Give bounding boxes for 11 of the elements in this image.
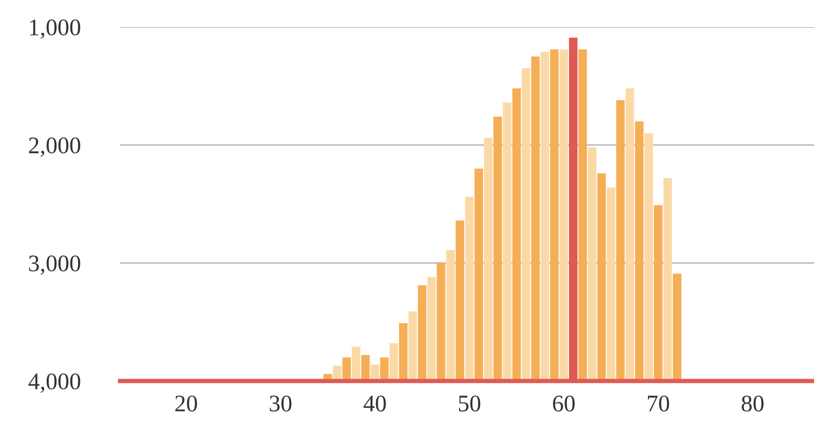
y-tick-label: 2,000 bbox=[29, 137, 80, 157]
x-tick-label: 50 bbox=[458, 396, 480, 412]
x-tick-label: 70 bbox=[648, 396, 670, 412]
x-tick-label: 40 bbox=[364, 396, 386, 412]
x-tick-label: 30 bbox=[270, 396, 292, 412]
x-tick-label: 80 bbox=[742, 396, 764, 412]
x-tick-label: 60 bbox=[552, 396, 575, 412]
x-tick-label: 20 bbox=[175, 396, 197, 412]
y-tick-label: 4,000 bbox=[28, 373, 80, 393]
y-tick-label: 3,000 bbox=[29, 255, 80, 275]
y-tick-label: 1,000 bbox=[30, 19, 80, 39]
